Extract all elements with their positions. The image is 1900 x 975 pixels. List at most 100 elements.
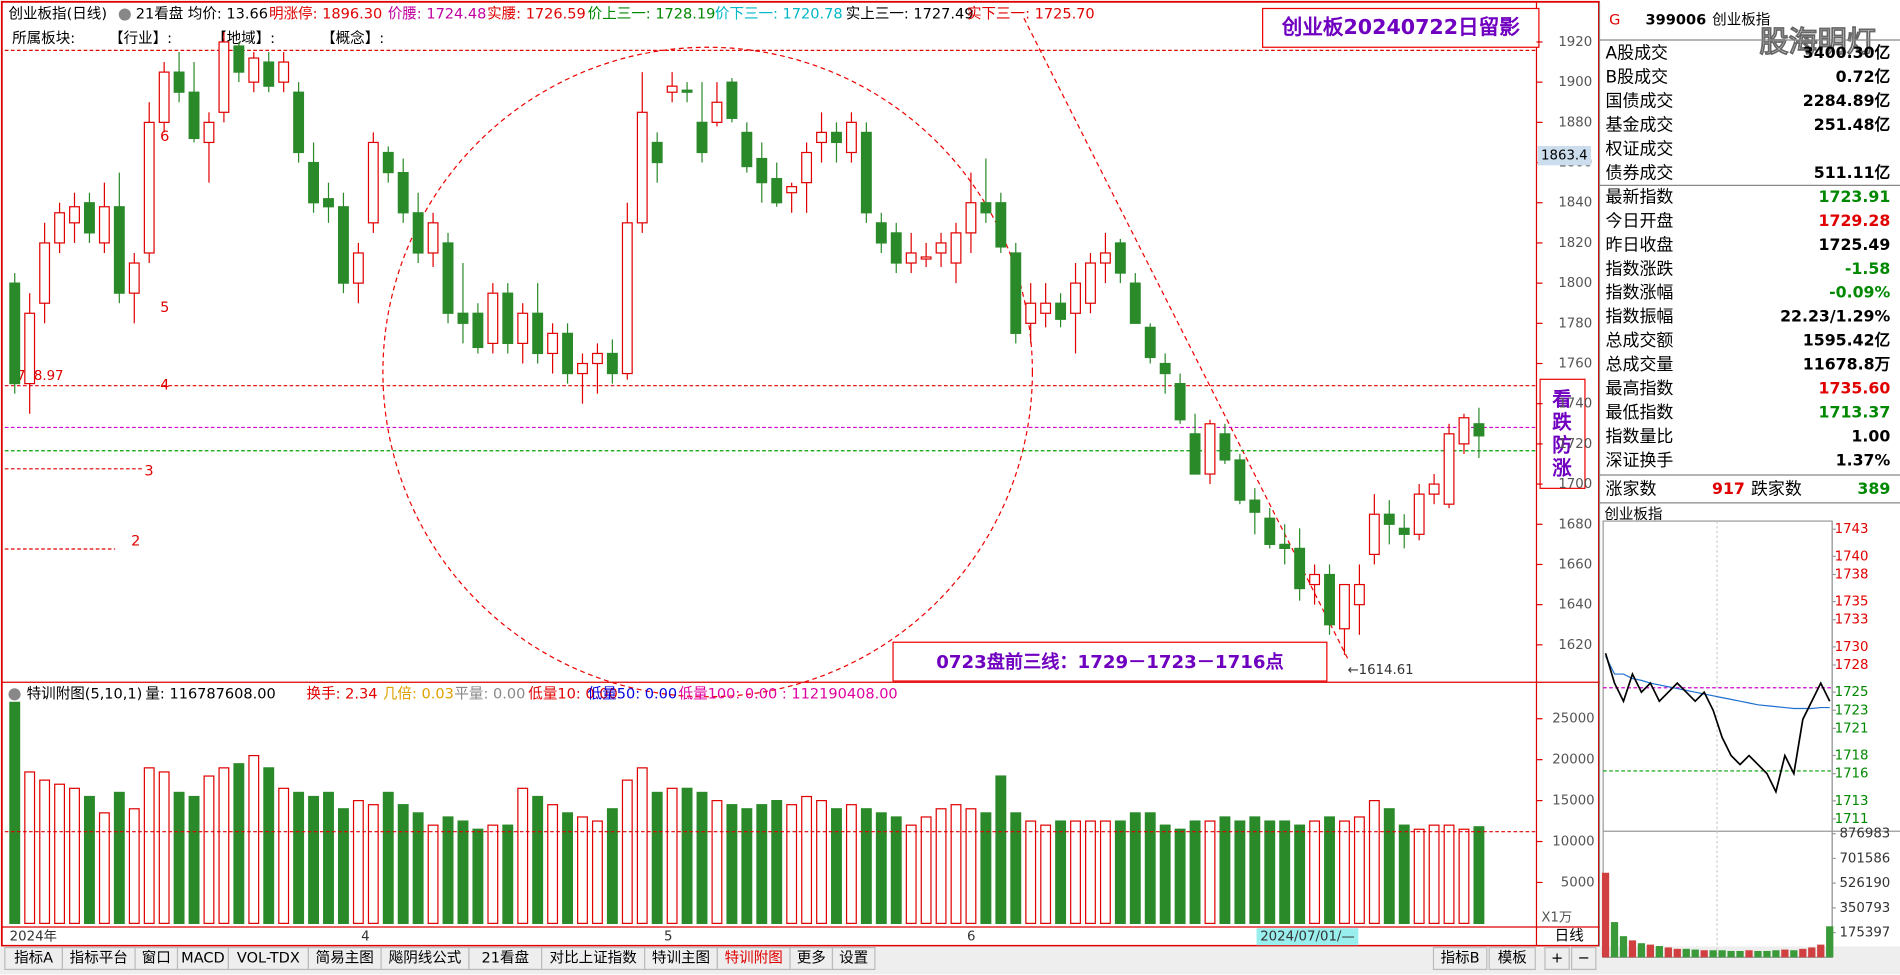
volume-bar [771, 799, 783, 924]
current-price-box [1537, 146, 1592, 166]
volume-bar [367, 804, 379, 924]
volume-bar [562, 812, 573, 924]
intraday-title: 创业板指 [1604, 505, 1662, 523]
volume-bar [696, 791, 708, 924]
volume-bar [352, 799, 364, 924]
candle-body [203, 121, 215, 144]
row-value: 11678.8万 [1803, 355, 1891, 374]
candle-body [472, 312, 484, 349]
volume-bar [816, 799, 827, 924]
tab-label: 特训附图 [725, 950, 783, 967]
volume-bar [1368, 799, 1380, 924]
candle-body [1114, 242, 1126, 274]
volume-bar [621, 779, 633, 924]
row-value: 1723.91 [1819, 187, 1891, 206]
header-item: 明涨停: 1896.30 [269, 6, 382, 23]
candle-body [502, 292, 514, 345]
candle-body [591, 352, 603, 365]
volume-bar [1114, 820, 1126, 924]
candle-body [98, 206, 110, 244]
y-tick-label: 1740 [1558, 397, 1592, 412]
y-tick-label: 1738 [1835, 567, 1869, 582]
volume-bar [1428, 824, 1440, 924]
wave-label: 5 [160, 300, 169, 316]
y-tick-label: 1733 [1835, 613, 1869, 628]
y-tick-label: 1620 [1558, 638, 1592, 653]
volume-bar [831, 808, 842, 924]
volume-bar [1010, 812, 1022, 924]
wave-label: 6 [160, 129, 169, 145]
wave-label: 4 [160, 377, 169, 393]
row-value: -0.09% [1829, 283, 1890, 302]
y-tick-label: 1730 [1835, 640, 1869, 655]
side-note: 防 [1552, 433, 1571, 456]
candle-body [83, 202, 95, 234]
header-item: 价上三一: 1728.19 [588, 6, 716, 23]
candle-body [935, 242, 947, 254]
volume-bar [502, 824, 514, 924]
sector-label: 所属板块: [12, 29, 75, 47]
candle-body [457, 312, 469, 324]
indicator-item: 低量50: 0.00 [588, 685, 677, 702]
candle-body [323, 198, 334, 208]
side-note-box [1539, 378, 1586, 489]
button[interactable] [1544, 947, 1570, 971]
volume-bar [218, 767, 230, 924]
y-tick-label: 1840 [1558, 196, 1592, 211]
candle-body [1055, 302, 1067, 320]
candle-body [816, 131, 827, 144]
indicator-item: 平量: 0.00 [454, 686, 525, 702]
row-value: 2284.89亿 [1803, 91, 1891, 110]
button[interactable] [1488, 947, 1536, 971]
candle-body [218, 41, 230, 113]
intraday-volume [1628, 940, 1637, 958]
volume-bar [1398, 824, 1410, 924]
row-label: 债券成交 [1606, 162, 1674, 182]
volume-bar [1085, 820, 1096, 924]
row-value: 1729.28 [1819, 211, 1891, 230]
intraday-volume [1646, 944, 1655, 958]
candle-body [1159, 362, 1171, 375]
row-value: 1735.60 [1819, 379, 1891, 398]
icon [118, 8, 131, 21]
y-tick-label: 1711 [1835, 812, 1869, 827]
volume-bar [681, 787, 693, 924]
intraday-volume [1772, 950, 1780, 958]
y-tick-label: 10000 [1552, 835, 1594, 850]
y-tick-label: 1723 [1835, 703, 1869, 718]
intraday-volume [1781, 949, 1789, 958]
volume-bar [1055, 820, 1067, 924]
volume-bar [233, 763, 245, 924]
candle-body [621, 222, 633, 375]
candle-body [233, 45, 245, 73]
tab[interactable] [831, 947, 876, 971]
candle-body [1010, 252, 1022, 334]
volume-bar [636, 767, 648, 924]
y-tick-label: 175397 [1839, 926, 1890, 941]
intraday-volume [1763, 950, 1771, 958]
volume-bar [786, 804, 798, 924]
indicator-item: 量: 116787608.00 [145, 686, 275, 702]
volume-bar [905, 824, 917, 924]
y-tick-label: 1760 [1558, 357, 1592, 372]
intraday-volume [1718, 950, 1726, 958]
volume-bar [741, 808, 753, 924]
button[interactable] [1571, 947, 1597, 971]
volume-bar [995, 775, 1007, 924]
row-label: A股成交 [1606, 42, 1669, 62]
row-label: 指数涨跌 [1606, 258, 1674, 278]
candle-body [1428, 483, 1440, 495]
button[interactable] [1432, 947, 1488, 971]
candle-body [1204, 423, 1216, 475]
bottom-note: 0723盘前三线：1729－1723－1716点 [936, 651, 1283, 673]
volume-bar [83, 795, 95, 924]
candle-body [1309, 573, 1321, 586]
y-tick-label: 1640 [1558, 598, 1592, 613]
candle-body [890, 232, 902, 264]
volume-bar [1099, 820, 1111, 924]
current-price: 1863.4 [1541, 149, 1588, 164]
y-tick-label: 1900 [1558, 75, 1592, 90]
candle-body [188, 91, 200, 140]
candle-body [1353, 583, 1365, 606]
row-value: 1.37% [1836, 451, 1891, 470]
